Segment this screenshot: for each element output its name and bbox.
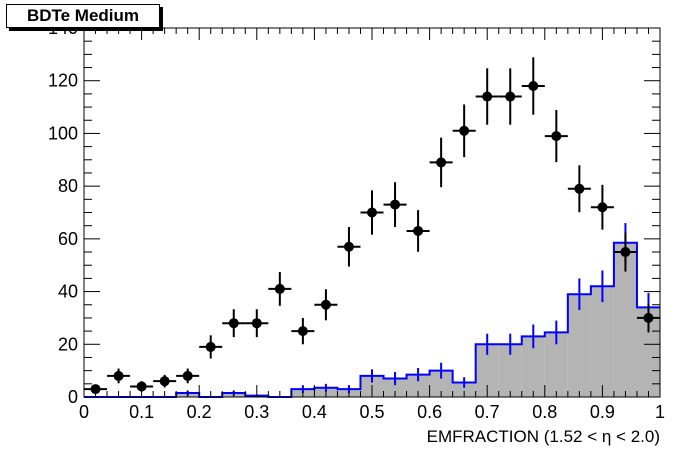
x-tick-label: 0.6 [417, 402, 442, 422]
hist-bar [452, 382, 476, 397]
x-tick-label: 0.4 [302, 402, 327, 422]
hist-bar [521, 336, 545, 397]
data-point [228, 318, 239, 329]
x-axis-label: EMFRACTION (1.52 < η < 2.0) [427, 427, 660, 446]
data-point [182, 370, 193, 381]
x-tick-label: 0.7 [475, 402, 500, 422]
tick-labels: 0 0.1 0.2 0.3 0.4 0.5 0.6 0.7 0.8 0.9 1 0 20 40 60 80 10… [48, 18, 665, 422]
x-tick-label: 0.9 [590, 402, 615, 422]
hist-bar [590, 286, 614, 397]
hist-bar [544, 332, 568, 397]
x-tick-label: 0.8 [532, 402, 557, 422]
data-point [459, 125, 470, 136]
y-tick-label: 40 [58, 282, 78, 302]
data-point [159, 376, 170, 387]
y-tick-label: 80 [58, 176, 78, 196]
data-point [297, 326, 308, 337]
y-tick-label: 120 [48, 71, 78, 91]
data-point [390, 199, 401, 210]
data-point [343, 241, 354, 252]
data-point [482, 91, 493, 102]
x-tick-label: 0 [79, 402, 89, 422]
x-tick-label: 0.5 [359, 402, 384, 422]
data-point [597, 202, 608, 213]
hist-bar [429, 370, 453, 397]
y-tick-label: 60 [58, 229, 78, 249]
data-point [90, 384, 101, 395]
data-point [551, 131, 562, 142]
data-point [620, 247, 631, 258]
data-point [274, 283, 285, 294]
y-tick-label: 100 [48, 123, 78, 143]
data-point [205, 341, 216, 352]
x-tick-label: 0.2 [187, 402, 212, 422]
hist-bar [567, 294, 591, 397]
data-point [320, 299, 331, 310]
data-point [436, 157, 447, 168]
hist-bar [406, 374, 430, 397]
data-point [643, 312, 654, 323]
data-point [528, 80, 539, 91]
data-points [84, 57, 660, 395]
data-point [113, 370, 124, 381]
chart-title: BDTe Medium [6, 4, 160, 28]
data-point [413, 225, 424, 236]
data-point [251, 318, 262, 329]
hist-bar [475, 344, 499, 397]
data-point [367, 207, 377, 218]
hist-bar [636, 307, 660, 397]
data-point [574, 183, 585, 194]
mc-histogram [84, 223, 660, 398]
x-tick-label: 0.1 [129, 402, 154, 422]
y-tick-label: 20 [58, 334, 78, 354]
hist-bar [383, 378, 407, 397]
x-tick-label: 1 [655, 402, 665, 422]
x-tick-label: 0.3 [244, 402, 269, 422]
axis-ticks [83, 27, 661, 398]
hist-bar [613, 242, 637, 397]
y-tick-label: 0 [68, 387, 78, 407]
data-point [505, 91, 516, 102]
hist-bar [498, 344, 522, 397]
